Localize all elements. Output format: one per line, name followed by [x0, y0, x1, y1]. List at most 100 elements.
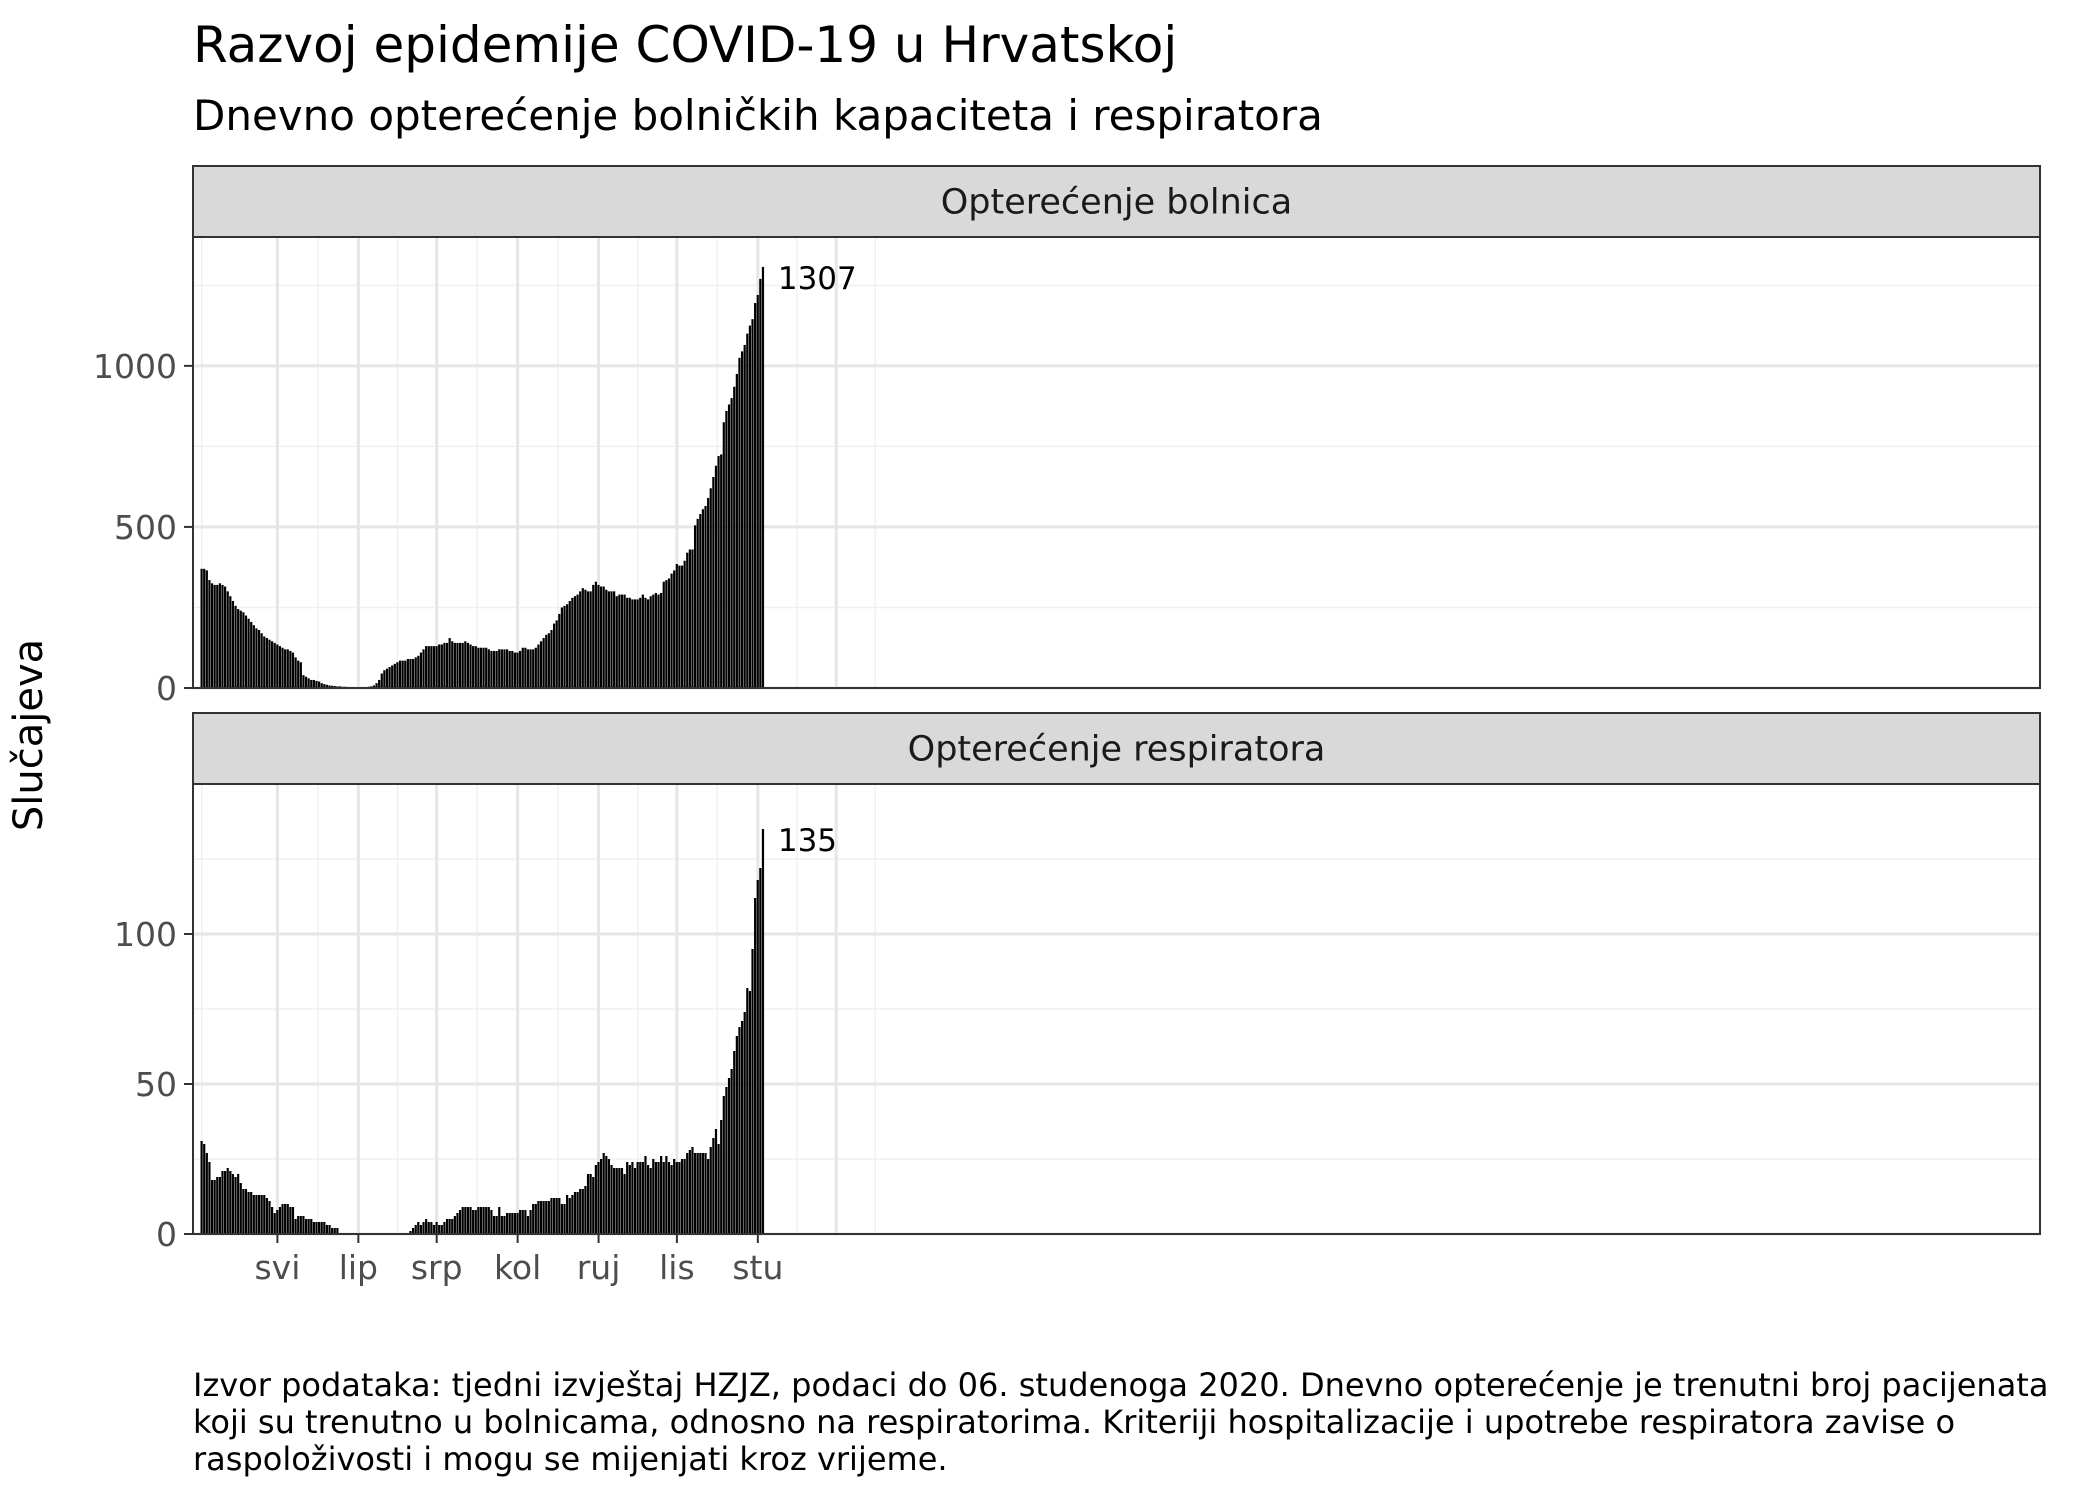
panel-2: Opterećenje respiratora 135 0 50 100 svi lip sr…: [114, 712, 2041, 1287]
bar: [579, 1189, 582, 1234]
bar: [602, 1153, 605, 1234]
bar: [573, 596, 577, 688]
bar: [273, 1213, 276, 1234]
bar: [490, 1210, 493, 1234]
bar: [289, 1207, 292, 1234]
panel-strip-label: Opterećenje respiratora: [908, 730, 1326, 770]
bar: [735, 373, 738, 688]
bar: [566, 604, 569, 688]
bar: [555, 1198, 558, 1234]
bar: [472, 1210, 475, 1234]
bar: [584, 589, 587, 688]
bar: [401, 660, 404, 688]
bar: [704, 505, 707, 688]
bar: [255, 628, 258, 688]
bar: [299, 662, 302, 688]
bar: [427, 1222, 430, 1234]
bar: [205, 570, 208, 688]
bar: [294, 657, 297, 688]
bar: [584, 1186, 587, 1234]
bar: [733, 1051, 736, 1234]
bar: [730, 1069, 733, 1234]
bar: [735, 1036, 738, 1234]
bar: [759, 278, 762, 688]
bar: [626, 1162, 629, 1234]
bar: [500, 1216, 503, 1234]
bar: [615, 1168, 618, 1234]
bar: [519, 650, 522, 688]
bar: [573, 1192, 577, 1234]
bar: [581, 1189, 584, 1234]
bar: [626, 597, 629, 688]
bar: [594, 581, 597, 688]
bar: [568, 1198, 571, 1234]
bar: [550, 630, 553, 688]
bar: [683, 560, 686, 688]
bar: [378, 679, 381, 688]
bar: [425, 1219, 428, 1234]
bar: [701, 1153, 705, 1234]
bar: [539, 641, 543, 688]
bar: [722, 422, 725, 688]
bar: [372, 685, 376, 688]
bar: [639, 597, 642, 688]
bar: [628, 597, 631, 688]
bar: [278, 1207, 282, 1234]
bar: [479, 1207, 483, 1234]
bar: [218, 583, 221, 688]
bar: [417, 655, 420, 688]
bar: [738, 357, 741, 688]
bar: [545, 1201, 548, 1234]
bar: [213, 1180, 216, 1234]
bar: [571, 597, 574, 688]
bar: [686, 552, 689, 688]
bar: [678, 565, 681, 688]
bar: [691, 1147, 694, 1234]
bar: [534, 647, 537, 688]
bar: [474, 646, 477, 688]
bar: [239, 610, 242, 688]
bar: [388, 667, 391, 688]
panel-background: [193, 237, 2040, 688]
bar: [746, 333, 749, 688]
bar: [231, 601, 235, 688]
bar: [315, 1222, 318, 1234]
bar: [414, 657, 417, 688]
bar: [393, 663, 396, 688]
bar: [411, 1228, 415, 1234]
bar: [226, 1168, 229, 1234]
bar: [646, 1165, 650, 1234]
bar: [252, 1195, 255, 1234]
bar: [474, 1210, 477, 1234]
bar: [276, 1210, 279, 1234]
bar: [213, 584, 216, 688]
bar: [623, 594, 626, 688]
bar: [568, 601, 571, 688]
bar: [712, 1138, 715, 1234]
bar: [242, 612, 245, 688]
bar: [223, 586, 227, 688]
bar: [537, 1201, 540, 1234]
bar: [498, 1207, 501, 1234]
bar: [257, 630, 261, 688]
bar: [297, 1216, 300, 1234]
bar: [299, 1216, 302, 1234]
bar: [208, 580, 211, 688]
bar: [667, 578, 671, 688]
bar: [623, 1174, 626, 1234]
bar: [458, 1210, 462, 1234]
bar: [286, 1204, 289, 1234]
bar: [281, 647, 284, 688]
bar: [696, 518, 699, 688]
bar: [657, 594, 660, 688]
bar: [234, 1177, 237, 1234]
bar: [526, 1216, 530, 1234]
bar: [511, 1213, 514, 1234]
bar: [461, 642, 464, 688]
bar: [216, 584, 219, 688]
bar: [670, 1165, 673, 1234]
bar: [597, 584, 600, 688]
bar: [487, 1207, 490, 1234]
bar: [665, 580, 668, 688]
bar: [273, 642, 276, 688]
